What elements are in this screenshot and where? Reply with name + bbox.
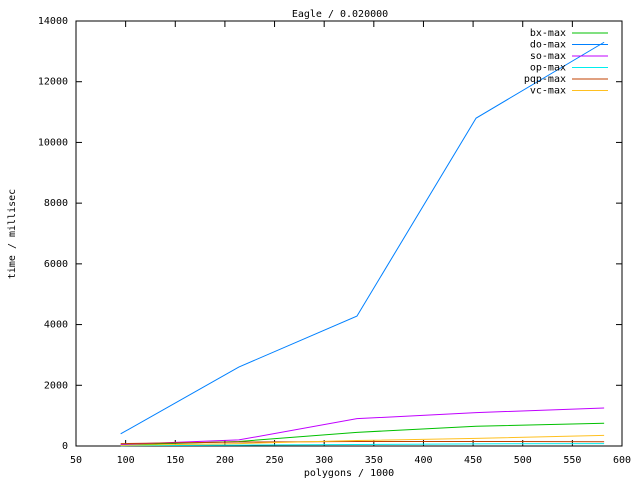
y-tick-label: 14000 [38,16,68,27]
legend-label: do-max [530,40,566,51]
x-tick-label: 600 [613,455,631,466]
x-tick-label: 550 [563,455,581,466]
x-tick-label: 300 [315,455,333,466]
series-line [120,434,605,446]
chart-title: Eagle / 0.020000 [292,9,388,20]
y-tick-label: 2000 [44,380,68,391]
x-tick-label: 350 [365,455,383,466]
x-tick-label: 400 [414,455,432,466]
legend-label: bx-max [530,28,566,39]
y-tick-label: 0 [62,441,68,452]
y-tick-label: 8000 [44,198,68,209]
series-line [120,443,605,447]
x-tick-label: 100 [117,455,135,466]
x-tick-label: 150 [166,455,184,466]
x-axis-label: polygons / 1000 [304,468,394,479]
plot-frame [75,20,623,447]
y-tick-label: 12000 [38,77,68,88]
x-tick-label: 450 [464,455,482,466]
x-tick-label: 500 [514,455,532,466]
x-tick-label: 200 [216,455,234,466]
series-line [120,440,605,445]
series-line [120,41,605,435]
y-tick-label: 10000 [38,137,68,148]
legend-label: op-max [530,63,566,74]
y-tick-label: 6000 [44,259,68,270]
series-line [120,407,605,445]
x-tick-label: 250 [266,455,284,466]
legend-label: vc-max [530,86,566,97]
y-axis-label: time / millisec [7,189,18,279]
x-tick-label: 50 [70,455,82,466]
legend-label: pqp-max [524,74,566,85]
legend-label: so-max [530,51,566,62]
y-tick-label: 4000 [44,320,68,331]
